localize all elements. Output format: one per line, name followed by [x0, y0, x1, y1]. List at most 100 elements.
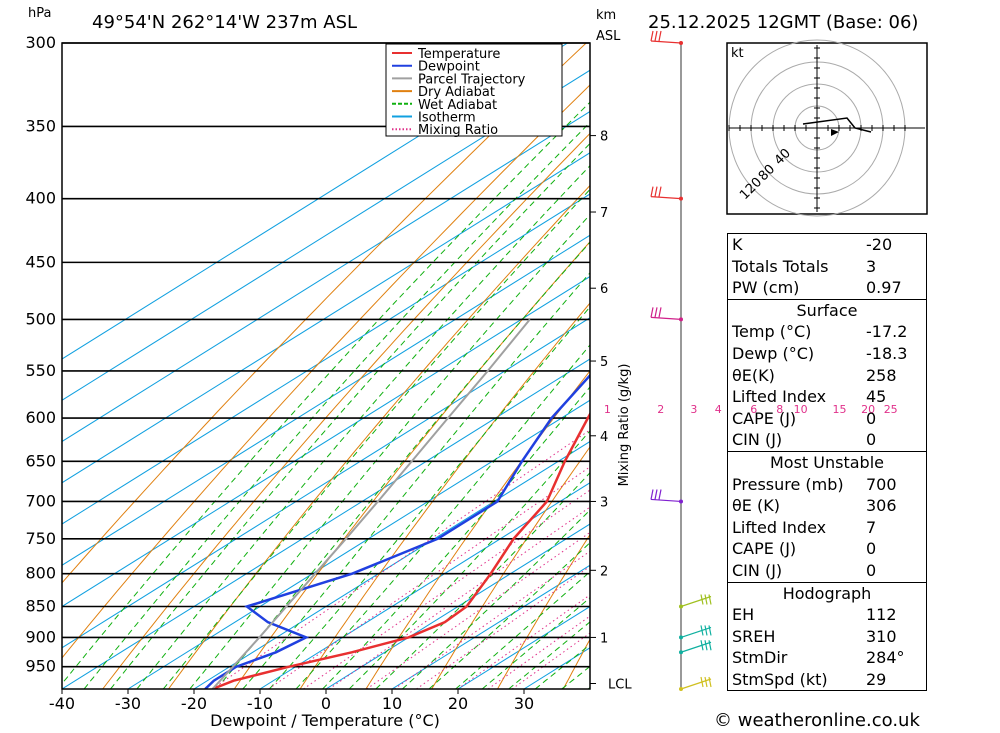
wind-barb-column	[650, 30, 712, 691]
index-row: CIN (J) 0	[728, 429, 926, 451]
index-value: 3	[866, 256, 877, 276]
index-value: 0	[866, 539, 877, 559]
legend-label: Wet Adiabat	[418, 98, 497, 113]
index-row: CIN (J) 0	[728, 560, 926, 582]
wet-adiabat	[481, 597, 590, 689]
index-row: SREH 310	[728, 626, 926, 648]
profiles	[204, 318, 590, 689]
index-value: 0	[866, 430, 877, 450]
location-title: 49°54'N 262°14'W 237m ASL	[92, 12, 357, 33]
wet-adiabat	[110, 142, 590, 689]
index-row: PW (cm) 0.97	[728, 277, 926, 299]
index-label: Pressure (mb)	[732, 474, 844, 494]
index-value: -17.2	[866, 322, 908, 342]
pressure-tick-label: 600	[25, 408, 56, 427]
index-row: EH 112	[728, 604, 926, 626]
mixing-ratio-label: 1	[604, 403, 611, 416]
isotherm	[62, 110, 590, 443]
mixing-ratio-line	[457, 594, 590, 689]
mixing-ratio-label: 4	[715, 403, 722, 416]
isotherm	[62, 275, 590, 608]
wind-barb	[650, 40, 682, 44]
index-label: Lifted Index	[732, 387, 827, 407]
pressure-tick-label: 450	[25, 252, 56, 271]
pressure-tick-label: 300	[25, 33, 56, 52]
index-label: CAPE (J)	[732, 539, 797, 559]
pressure-tick-label: 700	[25, 491, 56, 510]
index-row: Pressure (mb) 700	[728, 474, 926, 496]
index-row: Temp (°C) -17.2	[728, 321, 926, 343]
dewpoint-line	[204, 373, 590, 689]
wet-adiabat	[136, 164, 590, 689]
index-row: θE (K) 306	[728, 495, 926, 517]
dry-adiabat	[299, 302, 590, 689]
index-value: 0	[866, 560, 877, 580]
temperature-tick-label: -40	[49, 694, 75, 713]
index-label: PW (cm)	[732, 278, 800, 298]
index-label: CAPE (J)	[732, 408, 797, 428]
index-row: CAPE (J) 0	[728, 538, 926, 560]
index-label: Temp (°C)	[732, 322, 812, 342]
km-axis: 1 2 3 4 5 6 7 8 LCL	[590, 130, 632, 693]
mixing-ratio-line	[366, 531, 590, 689]
surface-section: Surface Temp (°C) -17.2 Dewp (°C) -18.3 θE(K…	[728, 298, 926, 451]
wet-adiabat	[189, 214, 590, 689]
wet-adiabat	[269, 306, 590, 689]
wet-adiabat	[322, 386, 590, 689]
index-label: StmSpd (kt)	[732, 669, 828, 689]
wind-barb	[650, 498, 682, 503]
parcel-trajectory-line	[211, 318, 531, 689]
index-row: StmDir 284°	[728, 647, 926, 669]
wet-adiabat	[455, 570, 590, 689]
legend-label: Mixing Ratio	[418, 123, 498, 138]
index-label: StmDir	[732, 648, 788, 668]
index-value: -18.3	[866, 343, 908, 363]
km-tick-label: 3	[600, 495, 608, 510]
index-value: 310	[866, 626, 897, 646]
wet-adiabat	[83, 121, 590, 689]
hodograph-trace	[802, 117, 872, 133]
index-label: Dewp (°C)	[732, 343, 815, 363]
mixing-ratio-label: 25	[884, 403, 898, 416]
isotherm	[62, 69, 590, 401]
temperature-tick-label: 10	[382, 694, 402, 713]
wet-adiabat	[295, 344, 590, 689]
legend-label: Dewpoint	[418, 60, 480, 75]
surface-title: Surface	[796, 300, 858, 320]
km-tick-label: 1	[600, 631, 608, 646]
temperature-tick-label: -30	[115, 694, 141, 713]
dry-adiabat	[102, 132, 590, 689]
dry-adiabat	[431, 446, 590, 689]
index-label: CIN (J)	[732, 560, 783, 580]
wet-adiabat	[62, 101, 590, 685]
legend-label: Temperature	[417, 47, 500, 62]
index-value: 258	[866, 365, 897, 385]
isotherm	[62, 317, 590, 649]
dry-adiabat	[168, 184, 590, 689]
storm-motion-marker	[831, 129, 839, 136]
pressure-tick-label: 500	[25, 309, 56, 328]
lcl-label: LCL	[608, 678, 632, 693]
pressure-tick-label: 850	[25, 597, 56, 616]
index-row: Totals Totals 3	[728, 256, 926, 278]
asl-unit: ASL	[596, 29, 621, 44]
axes: 3003504004505005506006507007508008509009…	[25, 33, 534, 713]
datetime-title: 25.12.2025 12GMT (Base: 06)	[648, 12, 918, 33]
mixing-ratio-label: 2	[657, 403, 664, 416]
isotherm	[62, 152, 590, 484]
indices-table: K -20 Totals Totals 3 PW (cm) 0.97 Surface Te…	[727, 233, 927, 692]
mixing-ratio-label: 20	[861, 403, 875, 416]
pressure-tick-label: 400	[25, 189, 56, 208]
hodograph-unit: kt	[731, 46, 744, 61]
wind-barb	[650, 316, 682, 320]
index-value: 306	[866, 496, 897, 516]
index-label: Lifted Index	[732, 517, 827, 537]
wet-adiabat	[242, 272, 590, 689]
mixing-ratio-axis-label: Mixing Ratio (g/kg)	[617, 364, 632, 487]
temperature-line	[212, 411, 590, 689]
isotherm	[259, 482, 590, 689]
plot-frame	[61, 42, 591, 690]
